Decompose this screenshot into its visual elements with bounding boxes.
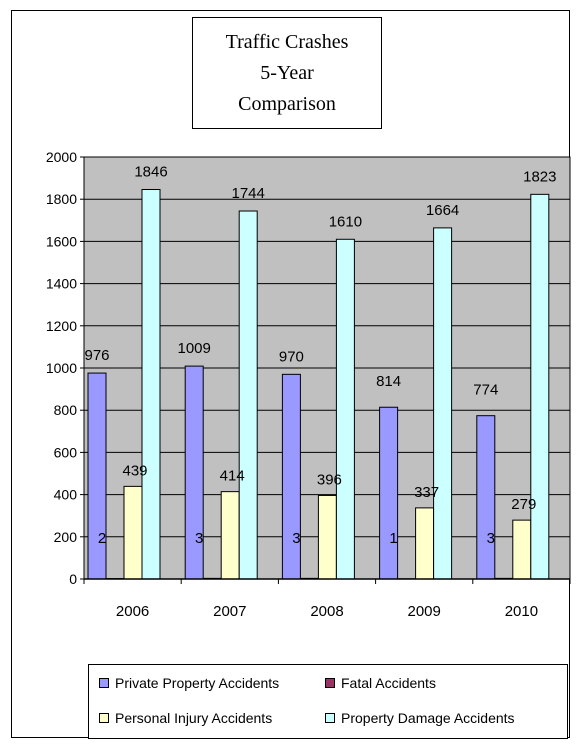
legend-label: Property Damage Accidents [341, 710, 515, 726]
bar-personal-injury-accidents-2009 [415, 507, 435, 580]
data-label: 396 [317, 471, 342, 488]
bar-personal-injury-accidents-2006 [123, 485, 143, 580]
y-tick-label: 0 [69, 571, 77, 587]
bar-property-damage-accidents-2006 [141, 188, 161, 580]
y-tick-label: 2000 [46, 149, 77, 165]
legend-item-fatal-accidents: Fatal Accidents [325, 675, 436, 691]
x-tick-label: 2006 [116, 603, 149, 620]
y-tick-label: 1200 [46, 318, 77, 334]
bar-personal-injury-accidents-2007 [220, 491, 240, 580]
x-tick-label: 2007 [213, 603, 246, 620]
y-tick-label: 200 [54, 529, 78, 545]
bar-private-property-accidents-2009 [379, 406, 399, 580]
bar-private-property-accidents-2007 [184, 365, 204, 580]
data-label: 1846 [134, 163, 167, 180]
legend-swatch [325, 678, 335, 688]
data-label: 976 [84, 347, 109, 364]
data-label: 439 [122, 462, 147, 479]
y-tick-label: 1800 [46, 191, 77, 207]
data-label: 3 [292, 530, 300, 547]
legend-item-property-damage-accidents: Property Damage Accidents [325, 710, 515, 726]
data-label: 1664 [426, 202, 459, 219]
data-label: 3 [195, 530, 203, 547]
y-tick-label: 1400 [46, 276, 77, 292]
data-label: 1823 [523, 168, 556, 185]
data-label: 414 [220, 468, 245, 485]
y-tick-label: 800 [54, 402, 78, 418]
data-label: 1744 [232, 185, 265, 202]
data-label: 1009 [178, 340, 211, 357]
y-tick-label: 1600 [46, 233, 77, 249]
data-label: 279 [511, 496, 536, 513]
data-label: 774 [473, 382, 498, 399]
legend: Private Property Accidents Fatal Accident… [88, 664, 568, 739]
legend-label: Personal Injury Accidents [115, 710, 273, 726]
data-label: 1610 [329, 213, 362, 230]
legend-swatch [99, 713, 109, 723]
y-tick-label: 600 [54, 444, 78, 460]
x-tick-label: 2009 [408, 603, 441, 620]
chart-title-line-1: Traffic Crashes [225, 30, 349, 53]
gridlines [84, 198, 570, 538]
legend-swatch [99, 678, 109, 688]
chart-title-line-3: Comparison [238, 92, 336, 115]
bar-private-property-accidents-2008 [281, 373, 301, 580]
legend-swatch [325, 713, 335, 723]
y-tick-label: 1000 [46, 360, 77, 376]
legend-item-private-property-accidents: Private Property Accidents [99, 675, 279, 691]
data-label: 337 [414, 484, 439, 501]
x-tick-label: 2010 [505, 603, 538, 620]
bar-property-damage-accidents-2007 [238, 210, 258, 580]
chart-title-line-2: 5-Year [260, 61, 314, 84]
x-tick-label: 2008 [310, 603, 343, 620]
data-label: 970 [279, 348, 304, 365]
bar-private-property-accidents-2006 [87, 372, 107, 580]
axes: 0 200 400 600 800 1000 1200 1400 1600 1800 2000 200… [46, 149, 571, 620]
data-label: 1 [389, 530, 397, 547]
y-tick-label: 400 [54, 487, 78, 503]
bar-personal-injury-accidents-2008 [317, 494, 337, 580]
chart-title: Traffic Crashes 5-Year Comparison [192, 17, 382, 129]
bar-personal-injury-accidents-2010 [512, 519, 532, 580]
data-label: 3 [487, 530, 495, 547]
bar-property-damage-accidents-2009 [433, 227, 453, 580]
data-label: 814 [376, 373, 401, 390]
bar-private-property-accidents-2010 [476, 415, 496, 580]
legend-label: Private Property Accidents [115, 675, 280, 691]
legend-item-personal-injury-accidents: Personal Injury Accidents [99, 710, 272, 726]
data-labels: 9762439184610093414174497033961610814133… [84, 163, 556, 547]
bar-property-damage-accidents-2010 [530, 193, 550, 580]
data-label: 2 [98, 530, 106, 547]
bar-property-damage-accidents-2008 [335, 238, 355, 580]
legend-label: Fatal Accidents [341, 675, 436, 691]
bars [87, 188, 550, 580]
